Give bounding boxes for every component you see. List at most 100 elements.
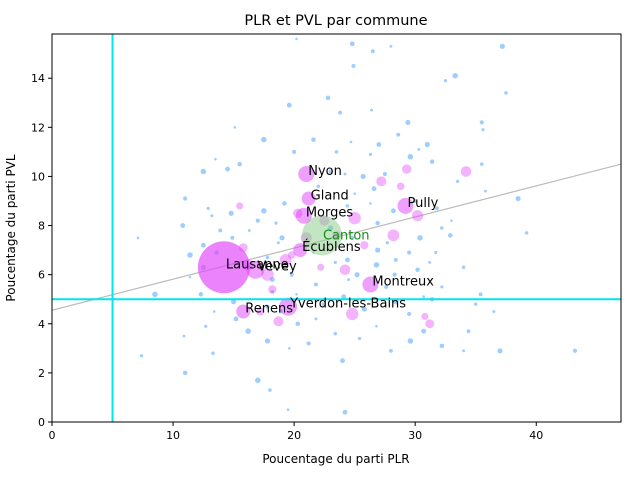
data-point <box>287 251 296 259</box>
data-point <box>466 329 471 334</box>
data-point <box>279 254 292 266</box>
point-label: Vevey <box>257 260 297 275</box>
data-point <box>198 292 204 297</box>
data-point <box>328 169 333 174</box>
data-point <box>341 294 347 300</box>
labeled-point <box>279 297 298 316</box>
data-point <box>346 307 359 321</box>
data-point <box>360 173 366 180</box>
data-point <box>204 324 208 328</box>
data-point <box>351 63 356 69</box>
data-point <box>211 351 215 356</box>
data-point <box>231 299 237 305</box>
data-point <box>295 321 301 327</box>
canton-label: Canton <box>323 228 370 243</box>
x-tick-label: 0 <box>49 429 56 442</box>
data-point <box>492 310 496 313</box>
data-point <box>334 150 339 154</box>
data-point <box>392 272 397 277</box>
data-point <box>479 120 484 125</box>
data-point <box>376 176 387 187</box>
data-point <box>295 293 298 296</box>
chart-title: PLR et PVL par commune <box>244 13 427 29</box>
data-point <box>152 291 158 298</box>
data-point <box>353 192 356 195</box>
data-point <box>233 316 239 322</box>
data-point <box>233 126 237 129</box>
data-point <box>268 285 277 294</box>
data-point <box>429 159 435 164</box>
data-point <box>402 164 412 174</box>
data-point <box>515 195 521 202</box>
point-label: Montreux <box>372 274 434 289</box>
canton-point <box>301 215 342 256</box>
y-tick-label: 12 <box>31 121 45 134</box>
data-point <box>440 285 444 289</box>
data-point <box>261 268 274 281</box>
point-label: Nyon <box>308 164 342 179</box>
labeled-point <box>362 276 379 293</box>
data-point <box>210 214 214 218</box>
data-point <box>413 199 418 203</box>
data-point <box>452 73 458 79</box>
data-point <box>417 235 423 241</box>
data-point <box>273 316 284 327</box>
data-point <box>384 284 389 289</box>
data-point <box>407 154 414 160</box>
data-point <box>497 348 503 354</box>
data-point <box>338 110 343 115</box>
data-point <box>369 202 372 205</box>
data-point <box>375 247 381 253</box>
data-point <box>200 168 207 175</box>
y-axis-title: Poucentage du parti PVL <box>4 154 18 301</box>
data-point <box>348 211 361 225</box>
data-point <box>343 172 347 176</box>
data-point <box>340 358 345 364</box>
data-point <box>421 312 429 320</box>
point-label: Pully <box>408 196 439 211</box>
data-point <box>261 208 267 214</box>
labeled-point <box>197 241 250 294</box>
data-point <box>349 41 355 47</box>
data-point <box>188 275 192 279</box>
data-point <box>347 278 351 282</box>
data-point <box>256 307 265 316</box>
data-point <box>504 91 508 95</box>
labeled-point <box>246 260 265 279</box>
data-point <box>295 37 298 41</box>
data-point <box>376 142 382 147</box>
data-point <box>139 354 144 358</box>
data-point <box>344 257 350 263</box>
data-point <box>306 341 311 346</box>
point-label: Morges <box>306 206 354 221</box>
data-point <box>349 140 353 144</box>
data-point <box>428 260 432 264</box>
data-point <box>255 218 260 223</box>
data-point <box>206 206 210 210</box>
x-tick-label: 20 <box>287 429 301 442</box>
labeled-point <box>236 304 251 319</box>
data-point <box>382 171 388 177</box>
data-point <box>265 304 270 309</box>
data-point <box>450 219 453 222</box>
y-tick-label: 8 <box>38 220 45 233</box>
data-point <box>360 241 369 250</box>
data-point <box>473 302 478 306</box>
data-point <box>270 290 275 294</box>
data-point <box>180 223 186 228</box>
data-point <box>342 409 348 415</box>
data-point <box>483 189 487 193</box>
data-point <box>286 408 290 412</box>
point-label: Yverdon-les-Bains <box>289 297 406 312</box>
data-point <box>255 377 261 383</box>
data-point <box>440 226 444 230</box>
data-point <box>276 241 280 245</box>
data-point <box>375 324 378 328</box>
data-point <box>370 108 374 112</box>
data-point <box>396 132 401 137</box>
data-point <box>368 152 373 156</box>
data-point <box>424 141 430 148</box>
data-point <box>415 267 420 273</box>
data-point <box>289 272 294 277</box>
data-point <box>182 370 188 376</box>
